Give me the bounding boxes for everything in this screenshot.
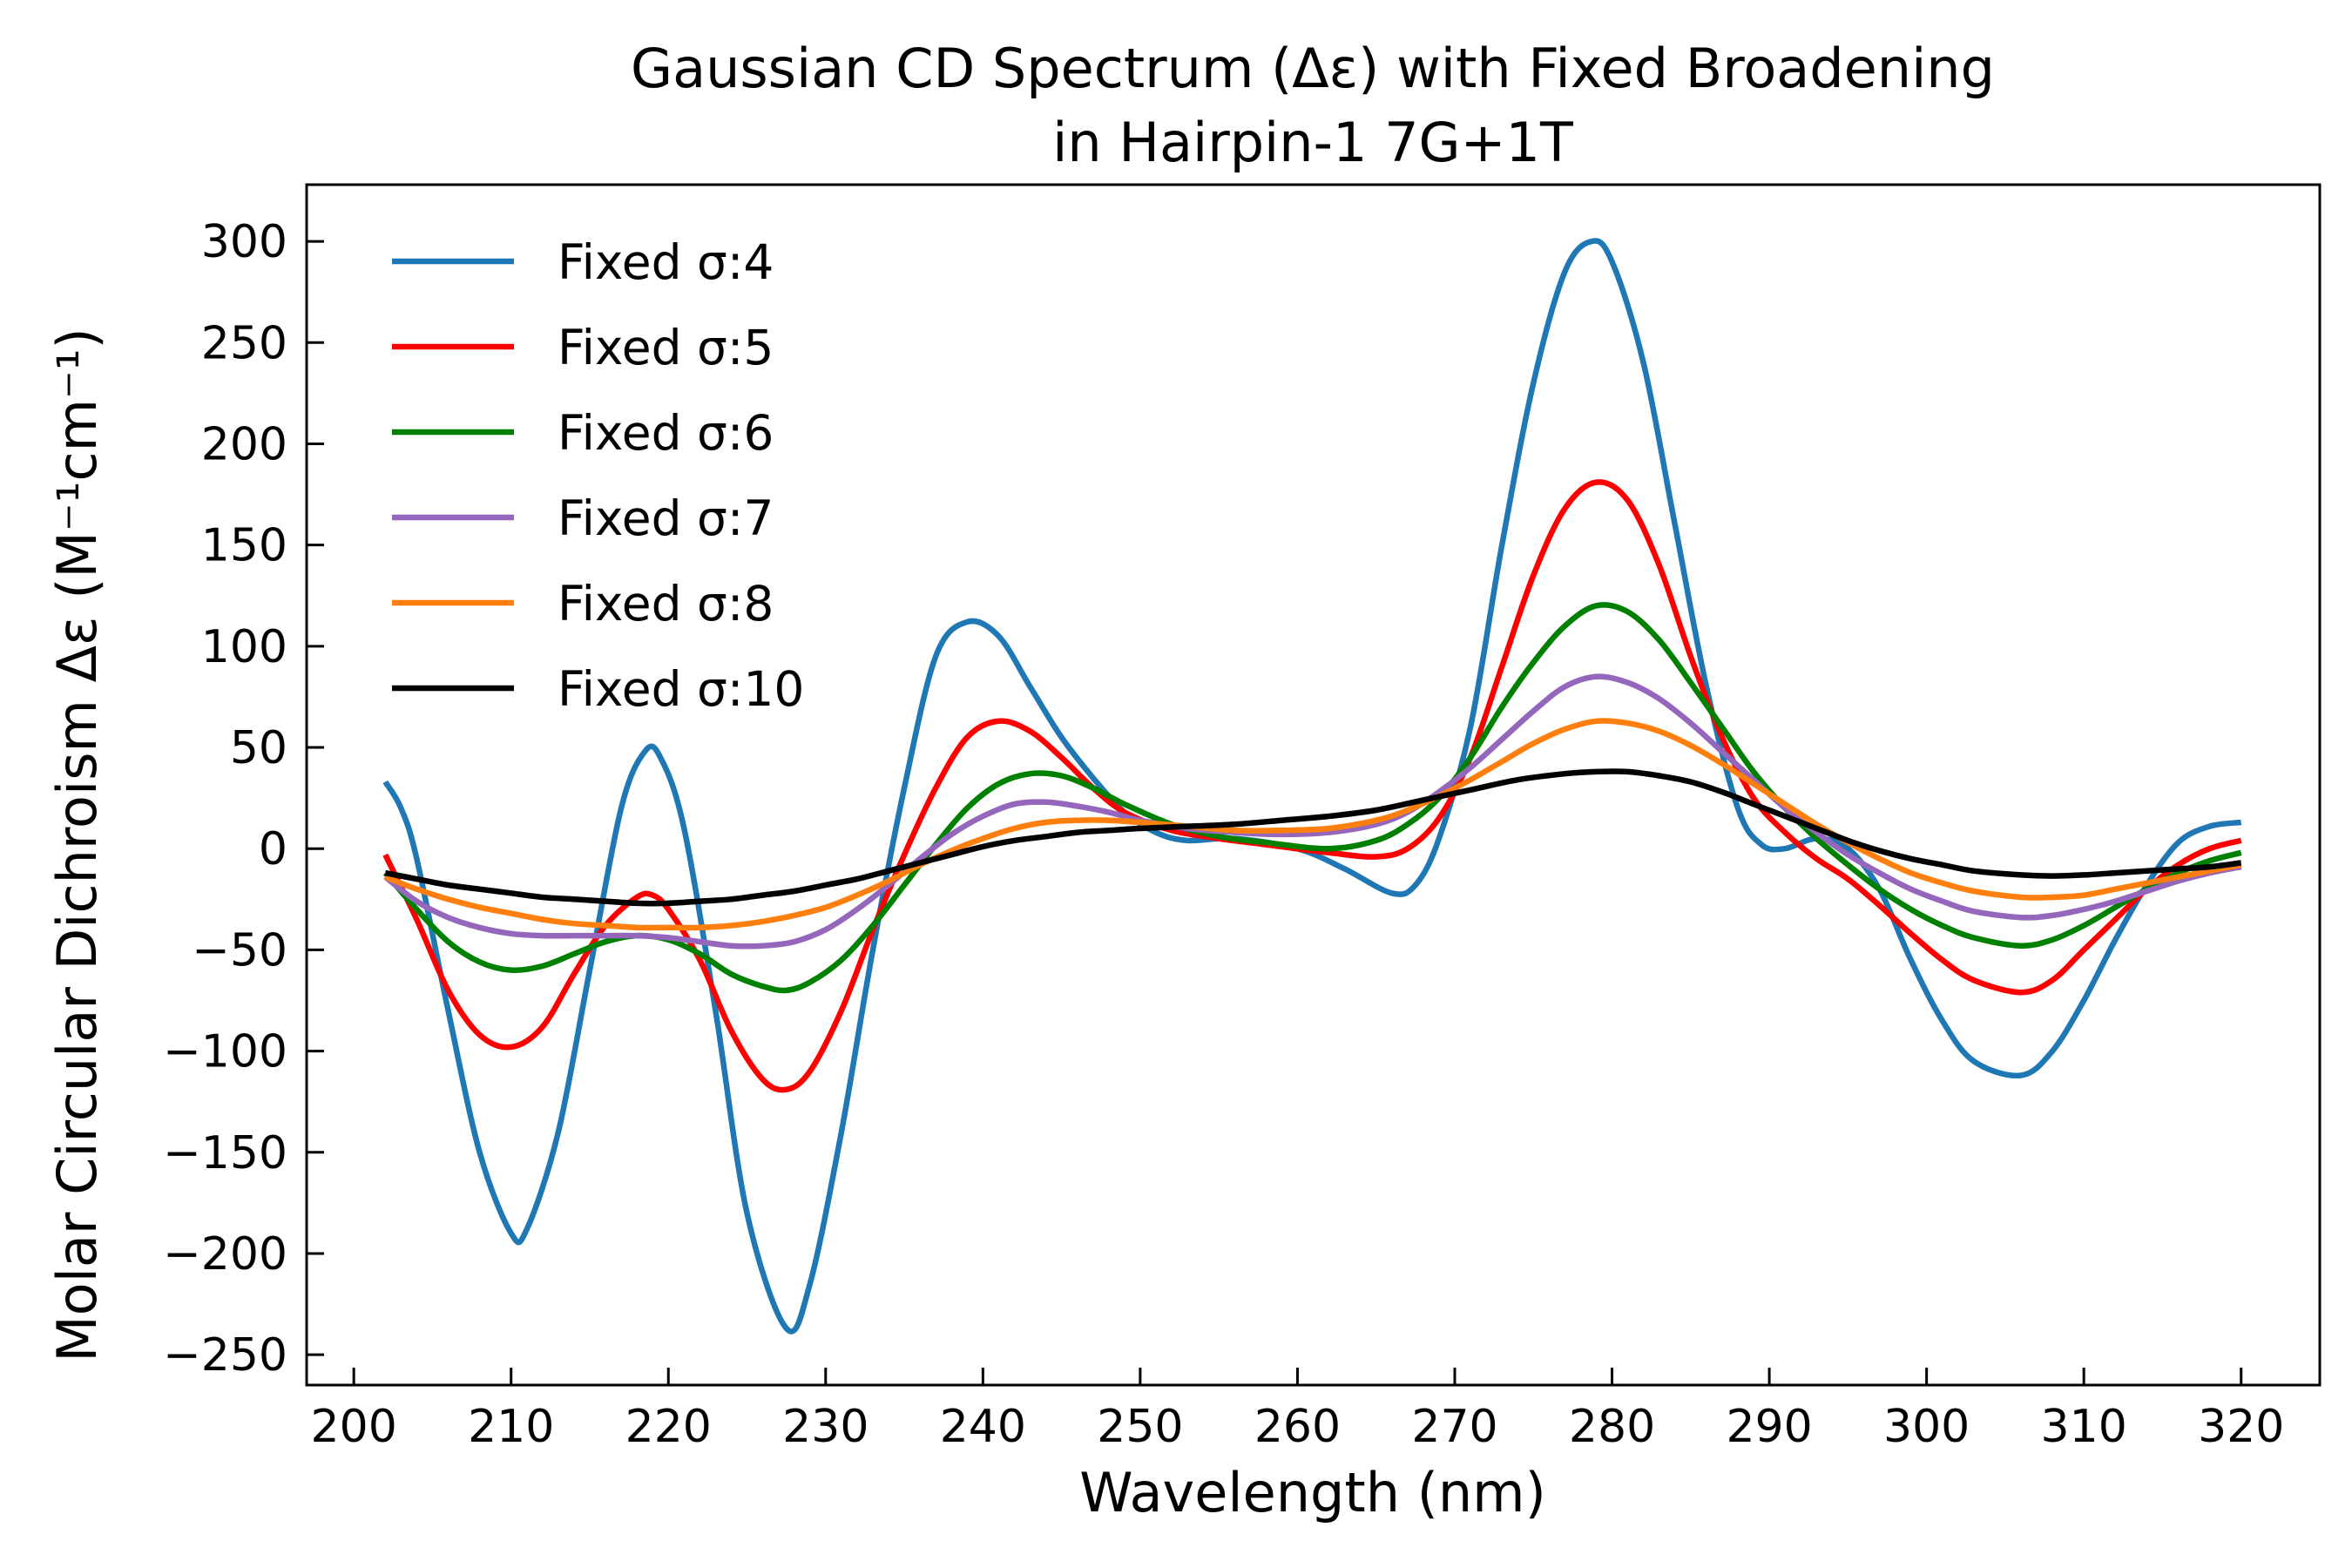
plot-area: 200 210 220 230 240 250 260 270 280 290 300 310 320 −… — [163, 183, 2322, 1453]
x-tick-label: 320 — [2198, 1401, 2284, 1453]
legend-label-3: Fixed σ:6 — [558, 405, 774, 461]
x-axis-label: Wavelength (nm) — [1079, 1461, 1546, 1524]
x-tick-label: 240 — [940, 1401, 1026, 1453]
legend-label-2: Fixed σ:5 — [558, 320, 774, 375]
x-tick-label: 260 — [1254, 1401, 1341, 1453]
legend-label-1: Fixed σ:4 — [558, 234, 774, 290]
y-axis-label: Molar Circular Dichroism Δε (M⁻¹cm⁻¹) — [45, 328, 109, 1362]
x-tick-label: 280 — [1569, 1401, 1655, 1453]
series-line-3 — [382, 602, 2242, 994]
plot-frame — [305, 183, 2322, 1387]
x-tick-label: 220 — [625, 1401, 712, 1453]
y-tick-label: −150 — [163, 1127, 287, 1179]
legend-label-4: Fixed σ:7 — [558, 490, 774, 546]
chart-title: Gaussian CD Spectrum (Δε) with Fixed Bro… — [631, 37, 1995, 100]
y-tick-label: 50 — [230, 722, 287, 774]
series-line-6 — [384, 768, 2242, 907]
legend-label-6: Fixed σ:10 — [558, 661, 804, 717]
x-tick-label: 290 — [1726, 1401, 1812, 1453]
y-tick-label: −100 — [163, 1026, 287, 1078]
x-tick-label: 210 — [468, 1401, 554, 1453]
y-tick-label: 150 — [201, 520, 287, 572]
x-tick-label: 250 — [1097, 1401, 1183, 1453]
series-group — [382, 238, 2242, 1335]
x-tick-label: 310 — [2041, 1401, 2127, 1453]
series-line-5 — [384, 718, 2242, 931]
y-tick-label: 200 — [201, 418, 287, 470]
x-tick-label: 300 — [1883, 1401, 1970, 1453]
legend-label-5: Fixed σ:8 — [558, 576, 774, 632]
series-line-2 — [382, 479, 2242, 1093]
y-tick-label: −50 — [192, 924, 287, 977]
x-tick-label: 270 — [1411, 1401, 1497, 1453]
series-line-4 — [383, 673, 2242, 950]
y-tick-label: 300 — [201, 216, 287, 268]
y-tick-label: 0 — [259, 823, 287, 875]
y-tick-label: −200 — [163, 1228, 287, 1281]
y-tick-label: −250 — [163, 1329, 287, 1382]
y-tick-label: 250 — [201, 317, 287, 369]
chart-subtitle: in Hairpin-1 7G+1T — [1052, 111, 1574, 174]
x-tick-label: 200 — [311, 1401, 397, 1453]
x-tick-label: 230 — [782, 1401, 868, 1453]
y-tick-label: 100 — [201, 621, 287, 673]
